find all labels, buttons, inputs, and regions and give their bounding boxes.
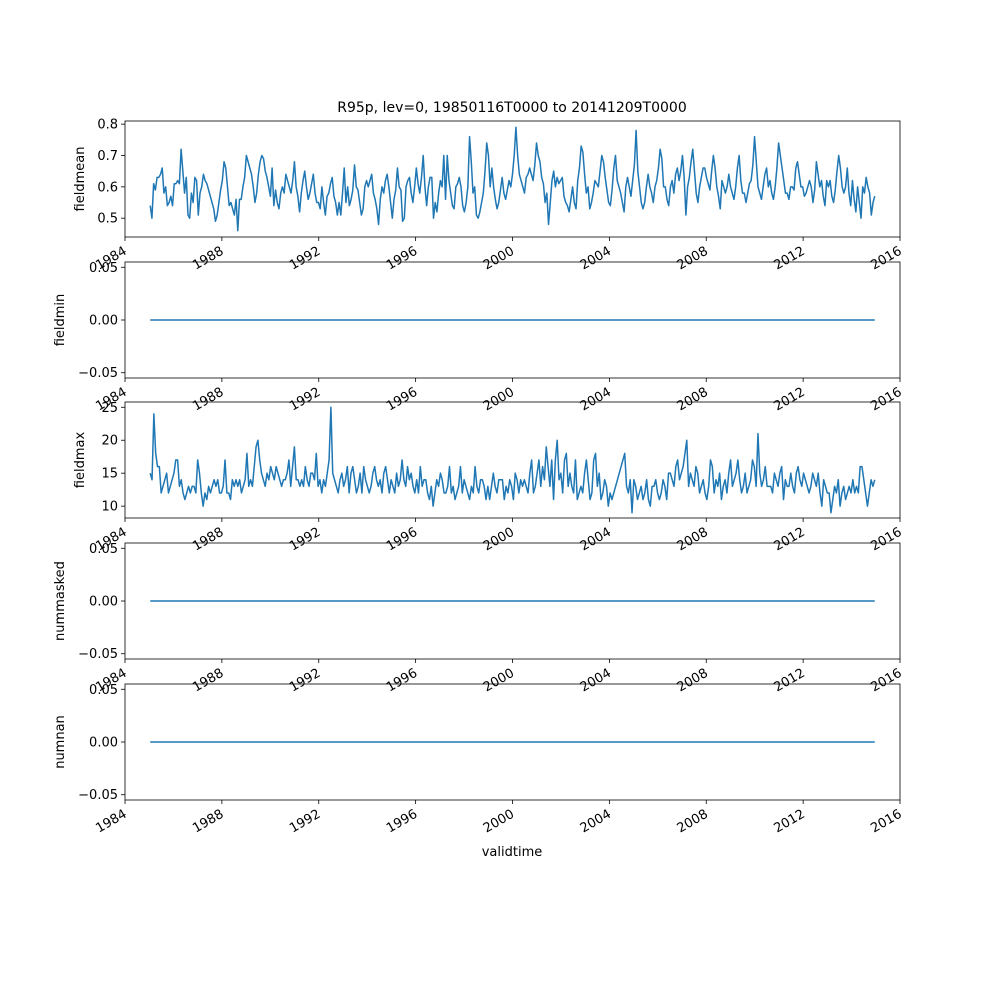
x-tick-label: 1984 [93, 807, 129, 837]
y-axis-label: nummasked [53, 561, 68, 641]
x-tick-label: 2012 [771, 525, 807, 555]
x-tick-label: 2016 [868, 807, 904, 837]
y-tick-label: −0.05 [78, 647, 118, 662]
x-tick-label: 2012 [771, 666, 807, 696]
x-tick-label: 2000 [481, 525, 517, 555]
x-tick-label: 2004 [578, 525, 614, 555]
y-tick-label: 0.8 [97, 118, 118, 133]
x-tick-label: 2004 [578, 244, 614, 274]
subplot-numnan: −0.05 0.00 0.05 1984 1988 1992 1996 2000 2004 200… [53, 683, 905, 837]
x-tick-label: 1996 [384, 385, 420, 415]
x-axis-label: validtime [482, 845, 543, 860]
y-axis-label: fieldmin [53, 294, 68, 347]
y-tick-label: 10 [101, 500, 118, 515]
x-tick-label: 2004 [578, 385, 614, 415]
x-tick-label: 2016 [868, 385, 904, 415]
y-tick-label: 0.05 [89, 542, 118, 557]
x-tick-label: 1992 [287, 807, 323, 837]
x-tick-label: 2012 [771, 807, 807, 837]
series-line-fieldmean [149, 126, 876, 232]
x-tick-label: 2000 [481, 807, 517, 837]
x-tick-label: 2012 [771, 385, 807, 415]
y-tick-label: 0.05 [89, 683, 118, 698]
y-tick-label: −0.05 [78, 366, 118, 381]
y-axis-label: fieldmean [73, 147, 88, 212]
y-axis-label: fieldmax [73, 432, 88, 489]
x-tick-label: 2012 [771, 244, 807, 274]
x-tick-label: 2016 [868, 525, 904, 555]
x-tick-label: 2016 [868, 244, 904, 274]
x-tick-label: 1992 [287, 666, 323, 696]
x-tick-label: 2008 [675, 244, 711, 274]
x-tick-label: 2000 [481, 244, 517, 274]
y-tick-label: 0.00 [89, 314, 118, 329]
axes-frame-fieldmax [124, 401, 901, 519]
x-tick-label: 1988 [190, 244, 226, 274]
y-tick-label: 0.6 [97, 180, 118, 195]
y-tick-label: 15 [101, 467, 118, 482]
x-tick-label: 1988 [190, 666, 226, 696]
y-tick-label: 0.00 [89, 736, 118, 751]
x-tick-label: 1992 [287, 244, 323, 274]
y-tick-label: 0.00 [89, 595, 118, 610]
x-tick-label: 1992 [287, 525, 323, 555]
y-tick-label: 0.7 [97, 149, 118, 164]
x-tick-label: 2008 [675, 666, 711, 696]
x-tick-label: 1996 [384, 666, 420, 696]
chart-title: R95p, lev=0, 19850116T0000 to 20141209T0… [337, 100, 687, 116]
x-tick-label: 1988 [190, 525, 226, 555]
x-tick-label: 2004 [578, 807, 614, 837]
x-tick-label: 1992 [287, 385, 323, 415]
y-tick-label: 0.05 [89, 261, 118, 276]
x-tick-label: 1996 [384, 807, 420, 837]
y-tick-label: 25 [101, 401, 118, 416]
y-tick-label: 0.5 [97, 212, 118, 227]
x-tick-label: 2004 [578, 666, 614, 696]
x-tick-label: 1988 [190, 807, 226, 837]
x-tick-label: 1996 [384, 525, 420, 555]
x-tick-label: 1988 [190, 385, 226, 415]
x-tick-label: 2000 [481, 385, 517, 415]
x-tick-label: 2008 [675, 807, 711, 837]
x-tick-label: 2000 [481, 666, 517, 696]
x-tick-label: 2008 [675, 385, 711, 415]
x-tick-label: 1996 [384, 244, 420, 274]
series-line-fieldmax [149, 406, 876, 514]
y-tick-label: 20 [101, 434, 118, 449]
x-tick-label: 2016 [868, 666, 904, 696]
x-tick-label: 2008 [675, 525, 711, 555]
y-axis-label: numnan [53, 715, 68, 769]
y-tick-label: −0.05 [78, 788, 118, 803]
